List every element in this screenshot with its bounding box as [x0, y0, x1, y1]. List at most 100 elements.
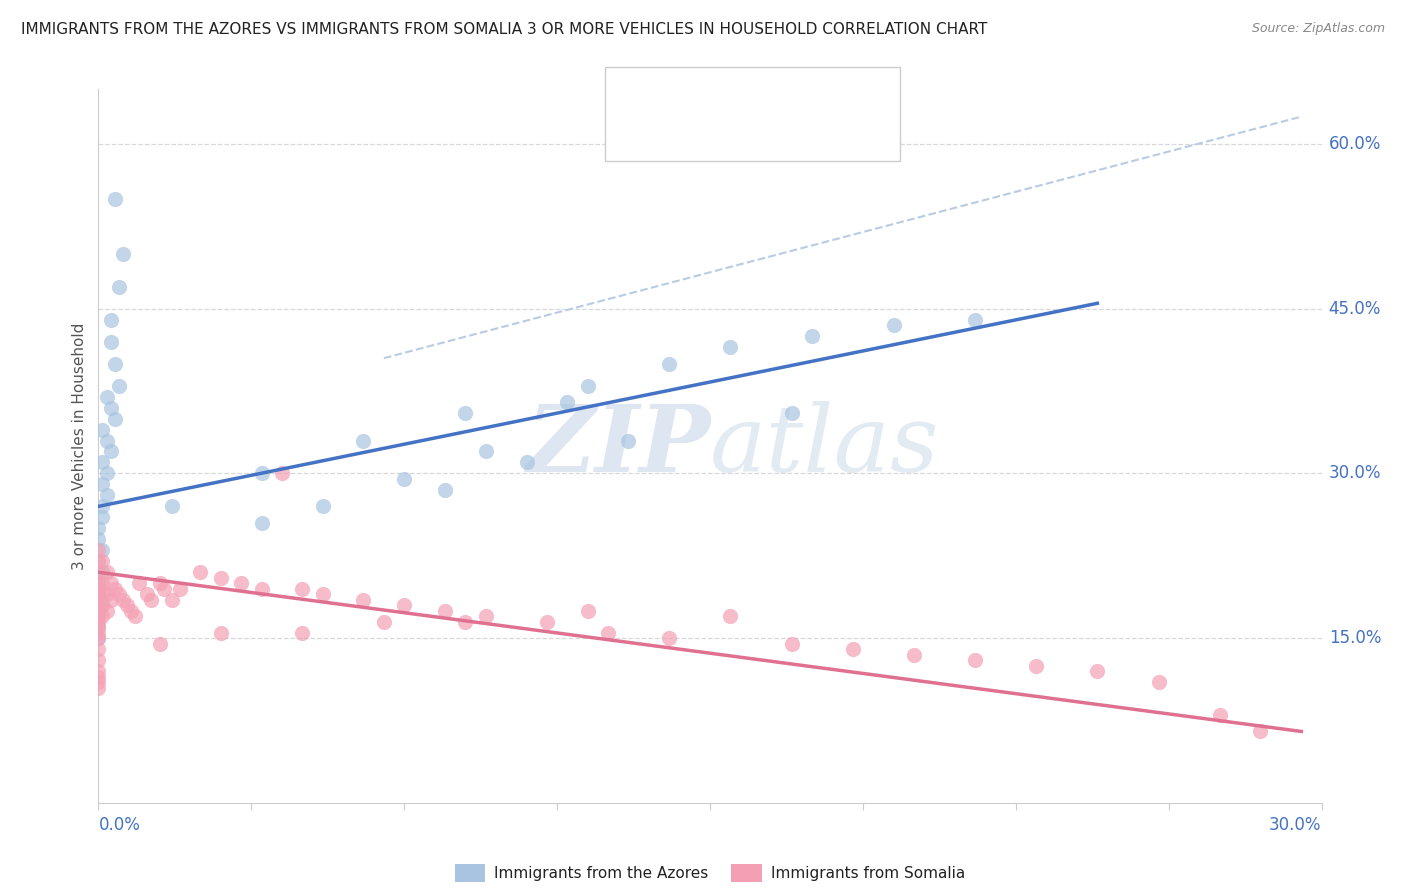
Point: [87, 554, 110, 568]
Point: [454, 406, 477, 420]
Text: atlas: atlas: [710, 401, 939, 491]
Point: [1025, 658, 1047, 673]
Point: [111, 247, 134, 261]
Point: [658, 357, 681, 371]
Point: [87, 631, 110, 645]
Point: [96, 434, 118, 448]
Point: [516, 455, 538, 469]
Point: [96, 488, 118, 502]
Point: [91, 455, 114, 469]
Point: [352, 434, 374, 448]
Point: [87, 609, 110, 624]
Point: [160, 592, 183, 607]
Point: [87, 566, 110, 580]
Text: 0.0%: 0.0%: [98, 816, 141, 834]
Point: [231, 576, 253, 591]
Point: [87, 543, 110, 558]
Text: ZIP: ZIP: [526, 401, 710, 491]
Point: [1147, 675, 1170, 690]
Point: [128, 576, 150, 591]
Point: [96, 604, 118, 618]
Point: [801, 329, 824, 343]
Point: [91, 510, 114, 524]
Text: 30.0%: 30.0%: [1329, 465, 1381, 483]
Point: [149, 637, 172, 651]
Text: Source: ZipAtlas.com: Source: ZipAtlas.com: [1251, 22, 1385, 36]
Point: [91, 477, 114, 491]
Point: [149, 576, 172, 591]
Point: [100, 444, 122, 458]
Point: [104, 582, 127, 596]
Point: [96, 566, 118, 580]
Point: [617, 434, 640, 448]
Legend: Immigrants from the Azores, Immigrants from Somalia: Immigrants from the Azores, Immigrants f…: [449, 858, 972, 888]
Point: [87, 576, 110, 591]
Text: 15.0%: 15.0%: [1329, 629, 1381, 647]
Point: [392, 598, 416, 612]
Point: [160, 500, 183, 514]
Point: [108, 587, 131, 601]
Point: [87, 625, 110, 640]
Point: [270, 467, 294, 481]
Point: [91, 609, 114, 624]
Point: [1249, 724, 1271, 739]
Point: [373, 615, 395, 629]
Point: [141, 592, 163, 607]
Point: [87, 642, 110, 657]
Point: [1085, 664, 1108, 678]
Point: [152, 582, 174, 596]
Point: [87, 587, 110, 601]
Point: [87, 604, 110, 618]
Point: [780, 406, 803, 420]
Point: [104, 192, 127, 206]
Point: [87, 609, 110, 624]
Point: [87, 669, 110, 683]
Point: [841, 642, 863, 657]
Point: [108, 280, 131, 294]
Point: [209, 571, 232, 585]
Point: [454, 615, 477, 629]
Point: [474, 444, 498, 458]
Point: [434, 604, 457, 618]
Point: [115, 598, 138, 612]
Point: [120, 604, 142, 618]
Point: [87, 681, 110, 695]
Point: [91, 543, 114, 558]
Point: [91, 554, 114, 568]
Point: [87, 576, 110, 591]
Point: [87, 620, 110, 634]
Point: [250, 582, 273, 596]
Point: [718, 609, 742, 624]
Point: [100, 576, 122, 591]
Point: [312, 587, 335, 601]
Point: [87, 554, 110, 568]
Point: [96, 587, 118, 601]
Point: [576, 378, 599, 392]
Y-axis label: 3 or more Vehicles in Household: 3 or more Vehicles in Household: [72, 322, 87, 570]
Point: [91, 598, 114, 612]
Point: [87, 521, 110, 535]
Point: [100, 312, 122, 326]
Point: [555, 395, 579, 409]
Point: [91, 598, 114, 612]
Point: [104, 357, 127, 371]
Text: 45.0%: 45.0%: [1329, 300, 1381, 318]
Point: [100, 401, 122, 415]
Point: [965, 312, 987, 326]
Point: [965, 653, 987, 667]
Point: [434, 483, 457, 497]
Point: [96, 390, 118, 404]
Point: [91, 576, 114, 591]
Point: [352, 592, 374, 607]
Point: [87, 664, 110, 678]
Point: [87, 592, 110, 607]
Point: [96, 467, 118, 481]
Point: [87, 587, 110, 601]
Point: [87, 582, 110, 596]
Point: [91, 500, 114, 514]
Point: [291, 625, 314, 640]
Point: [124, 609, 146, 624]
Point: [188, 566, 212, 580]
Point: [87, 631, 110, 645]
Point: [903, 648, 925, 662]
